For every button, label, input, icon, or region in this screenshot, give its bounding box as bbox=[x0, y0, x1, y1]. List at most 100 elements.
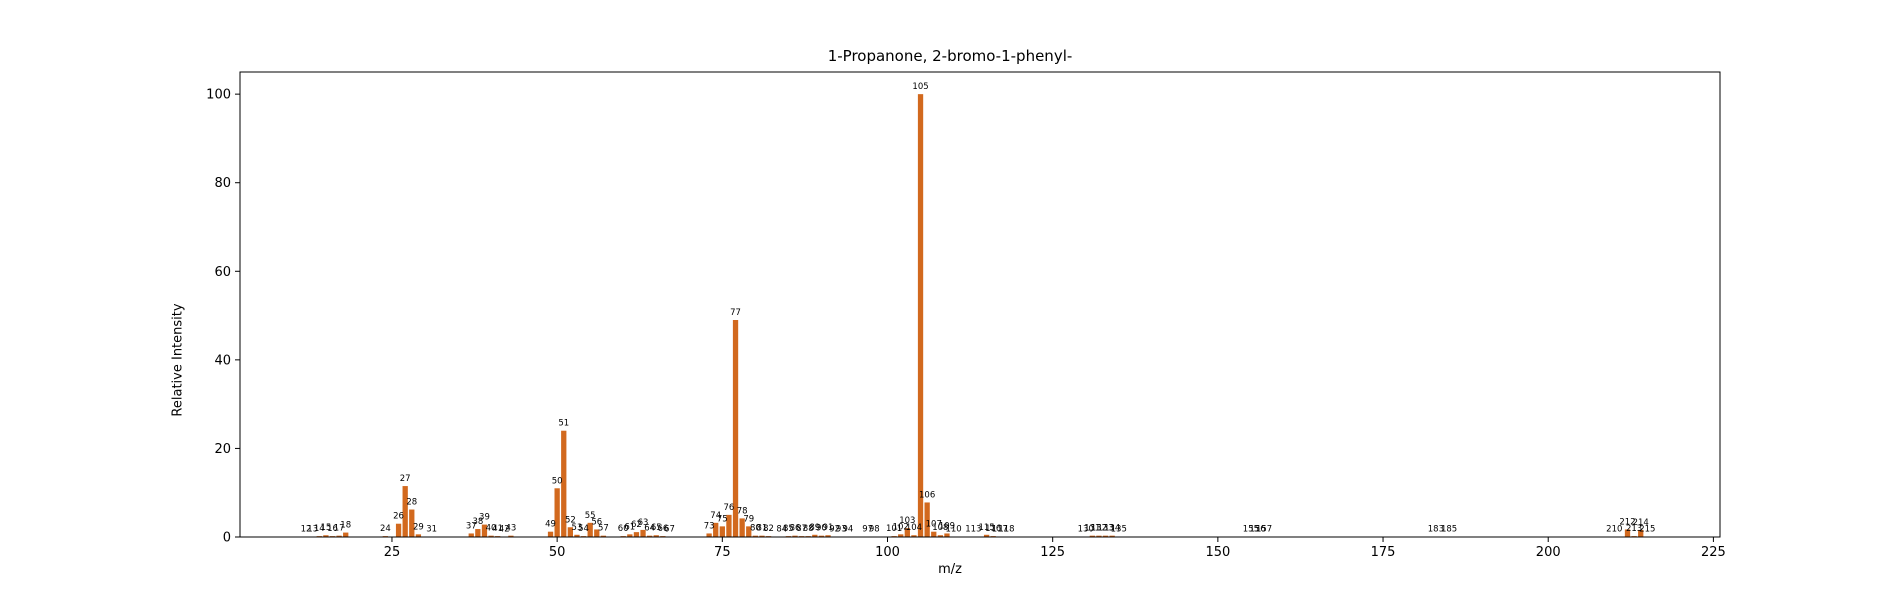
x-tick-label-150: 150 bbox=[1205, 545, 1230, 560]
peak-label-13: 13 bbox=[307, 525, 318, 535]
peak-label-76: 76 bbox=[724, 503, 735, 513]
x-tick-label-25: 25 bbox=[384, 545, 401, 560]
peak-label-133: 133 bbox=[1097, 524, 1113, 534]
peak-label-91: 91 bbox=[823, 523, 834, 533]
peak-label-210: 210 bbox=[1606, 525, 1622, 535]
peak-bar-56 bbox=[594, 529, 600, 537]
peak-bar-63 bbox=[640, 529, 646, 537]
peak-label-40: 40 bbox=[486, 524, 497, 534]
peak-label-53: 53 bbox=[572, 523, 583, 533]
peak-bar-73 bbox=[706, 533, 712, 537]
peak-label-157: 157 bbox=[1256, 525, 1272, 535]
peak-label-63: 63 bbox=[638, 518, 649, 528]
peak-bar-51 bbox=[561, 430, 567, 537]
peak-label-67: 67 bbox=[664, 525, 675, 535]
peak-label-85: 85 bbox=[783, 524, 794, 534]
peak-label-156: 156 bbox=[1249, 525, 1265, 535]
peak-bar-76 bbox=[726, 514, 732, 537]
x-tick-label-225: 225 bbox=[1701, 545, 1726, 560]
peak-label-131: 131 bbox=[1084, 524, 1100, 534]
peak-bar-103 bbox=[904, 528, 910, 537]
chart-title: 1-Propanone, 2-bromo-1-phenyl- bbox=[827, 47, 1073, 65]
peak-bar-107 bbox=[931, 531, 937, 537]
plot-frame bbox=[239, 71, 1721, 538]
peak-label-41: 41 bbox=[492, 524, 503, 534]
peak-label-50: 50 bbox=[552, 476, 563, 486]
x-tick-label-75: 75 bbox=[714, 545, 731, 560]
peak-label-52: 52 bbox=[565, 515, 576, 525]
peak-label-102: 102 bbox=[893, 522, 909, 532]
peak-bar-86 bbox=[792, 535, 798, 537]
peak-bar-102 bbox=[898, 534, 904, 537]
peak-label-97: 97 bbox=[862, 525, 873, 535]
peak-label-29: 29 bbox=[413, 522, 424, 532]
peak-label-90: 90 bbox=[816, 524, 827, 534]
peak-bar-77 bbox=[732, 320, 739, 537]
peak-label-54: 54 bbox=[578, 524, 589, 534]
peak-label-116: 116 bbox=[985, 524, 1001, 534]
y-axis-label: Relative Intensity bbox=[170, 303, 186, 417]
peak-label-183: 183 bbox=[1428, 525, 1444, 535]
peak-bar-50 bbox=[554, 488, 560, 537]
peak-label-110: 110 bbox=[945, 525, 961, 535]
peak-label-26: 26 bbox=[393, 512, 404, 522]
peak-bar-105 bbox=[917, 94, 924, 537]
peak-label-103: 103 bbox=[899, 516, 915, 526]
x-tick-label-175: 175 bbox=[1371, 545, 1396, 560]
peak-bar-89 bbox=[812, 534, 818, 537]
peak-label-130: 130 bbox=[1078, 525, 1094, 535]
x-tick-label-100: 100 bbox=[875, 545, 900, 560]
peak-bar-61 bbox=[627, 534, 633, 537]
peak-bar-79 bbox=[746, 526, 752, 537]
peak-label-38: 38 bbox=[472, 517, 483, 527]
peak-bar-17 bbox=[336, 535, 342, 537]
bars-layer bbox=[303, 94, 1650, 537]
y-tick-label-20: 20 bbox=[214, 442, 231, 457]
peak-bar-214 bbox=[1638, 529, 1644, 537]
peak-label-73: 73 bbox=[704, 521, 715, 531]
peak-label-74: 74 bbox=[710, 511, 721, 521]
peak-bar-109 bbox=[944, 533, 950, 537]
peak-label-109: 109 bbox=[939, 521, 955, 531]
peak-bar-28 bbox=[409, 509, 415, 537]
peak-label-117: 117 bbox=[992, 525, 1008, 535]
peak-label-75: 75 bbox=[717, 514, 728, 524]
peak-label-93: 93 bbox=[836, 525, 847, 535]
peak-bar-29 bbox=[415, 534, 422, 537]
x-axis-label: m/z bbox=[938, 562, 962, 577]
peak-label-18: 18 bbox=[340, 521, 351, 531]
peak-label-214: 214 bbox=[1633, 518, 1649, 528]
peak-label-84: 84 bbox=[776, 525, 787, 535]
peak-label-98: 98 bbox=[869, 525, 880, 535]
peak-label-51: 51 bbox=[558, 419, 569, 429]
peak-label-64: 64 bbox=[644, 524, 655, 534]
y-tick-label-80: 80 bbox=[214, 176, 231, 191]
peak-label-215: 215 bbox=[1639, 525, 1655, 535]
peak-label-77: 77 bbox=[730, 308, 741, 318]
peak-bar-52 bbox=[567, 527, 573, 537]
peak-label-101: 101 bbox=[886, 524, 902, 534]
peak-label-15: 15 bbox=[320, 523, 331, 533]
peak-label-107: 107 bbox=[926, 520, 942, 530]
peak-bar-108 bbox=[937, 535, 943, 537]
peak-bar-90 bbox=[818, 535, 825, 537]
peak-bar-65 bbox=[653, 535, 659, 537]
peak-label-105: 105 bbox=[912, 82, 928, 92]
peak-label-56: 56 bbox=[591, 517, 602, 527]
peak-bar-104 bbox=[911, 535, 917, 537]
peak-bar-62 bbox=[633, 532, 640, 537]
peak-bar-27 bbox=[402, 486, 408, 537]
peak-label-12: 12 bbox=[301, 525, 312, 535]
peak-bar-38 bbox=[475, 529, 481, 537]
peak-label-82: 82 bbox=[763, 524, 774, 534]
y-tick-label-0: 0 bbox=[223, 531, 231, 546]
peak-label-81: 81 bbox=[757, 524, 768, 534]
peak-label-55: 55 bbox=[585, 511, 596, 521]
peak-label-212: 212 bbox=[1619, 517, 1635, 527]
peak-label-66: 66 bbox=[657, 524, 668, 534]
peak-label-31: 31 bbox=[426, 525, 437, 535]
peak-bar-91 bbox=[825, 535, 831, 537]
peak-label-185: 185 bbox=[1441, 525, 1457, 535]
peak-bar-37 bbox=[468, 533, 474, 537]
